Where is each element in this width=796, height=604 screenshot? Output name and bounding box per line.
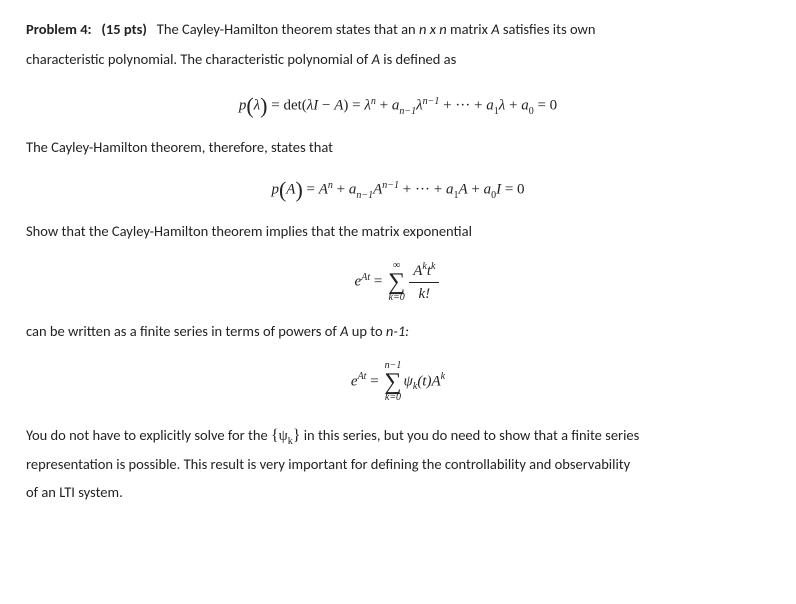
eq1-dots: + ··· + (439, 98, 486, 114)
eq2-plus1: + (333, 182, 349, 198)
equation-finite-series: eAt = n−1∑k=0ψk(t)Ak (26, 361, 770, 403)
eq4-psi: ψ (404, 373, 413, 389)
eq1-zero: = 0 (534, 98, 557, 114)
eq2-plus2: + (468, 182, 484, 198)
mid-text-2: Show that the Cayley-Hamilton theorem im… (26, 221, 770, 243)
eq1-lam2: λ (416, 98, 423, 114)
sum-symbol-2: n−1∑k=0 (384, 361, 401, 403)
eq1-det: det( (283, 98, 306, 114)
eq2-sub1: 1 (453, 190, 458, 201)
eq2-exp-n: n (328, 180, 333, 191)
eq2-p: p (271, 182, 279, 198)
eq2-An: A (319, 182, 328, 198)
eq3-k1: k (422, 261, 426, 272)
eq1-minus: − (318, 98, 334, 114)
eq1-plus1: + (376, 98, 392, 114)
eq3-den: k! (409, 283, 439, 303)
eq3-eq: = (370, 274, 386, 290)
matrix-A-2: A (372, 50, 380, 68)
eq4-t: (t) (417, 373, 431, 389)
problem-page: Problem 4: (15 pts) The Cayley-Hamilton … (0, 0, 796, 526)
final-paragraph: You do not have to explicitly solve for … (26, 421, 770, 506)
final-d: of an LTI system. (26, 483, 123, 501)
eq1-exp-n: n (371, 96, 376, 107)
eq2-sub0: 0 (491, 190, 496, 201)
sum-symbol: ∞∑k=0 (388, 261, 405, 303)
intro-text-5: is defined as (383, 50, 456, 68)
eq1-a3: a (521, 98, 529, 114)
eq4-k: k (413, 381, 417, 392)
eq1-a2: a (486, 98, 494, 114)
sigma-icon: ∑ (388, 271, 405, 293)
eq4-At: At (358, 371, 367, 382)
eq1-close: ) = (343, 98, 364, 114)
eq1-eq: = (267, 98, 283, 114)
equation-ch-matrix: p(A) = An + an−1An−1 + ··· + a1A + a0I =… (26, 177, 770, 203)
mid3-b: up to (352, 322, 383, 340)
eq1-plus2: + (505, 98, 521, 114)
eq2-zero: = 0 (501, 182, 524, 198)
eq3-A: A (413, 263, 422, 279)
intro-paragraph: Problem 4: (15 pts) The Cayley-Hamilton … (26, 14, 770, 75)
eq3-At: At (361, 272, 370, 283)
equation-char-poly: p(λ) = det(λI − A) = λn + an−1λn−1 + ···… (26, 93, 770, 119)
final-a: You do not have to explicitly solve for … (26, 426, 268, 444)
problem-label: Problem 4: (26, 20, 92, 38)
nxn: n x n (419, 20, 447, 38)
eq4-eq: = (366, 373, 382, 389)
final-c: representation is possible. This result … (26, 455, 630, 473)
eq4-A: A (431, 373, 440, 389)
intro-text-1: The Cayley-Hamilton theorem states that … (157, 20, 416, 38)
intro-text-4: characteristic polynomial. The character… (26, 50, 368, 68)
mid3-A: A (340, 322, 348, 340)
eq1-lam: λ (364, 98, 371, 114)
mid3-a: can be written as a finite series in ter… (26, 322, 337, 340)
eq1-sub-nm1: n−1 (399, 106, 416, 117)
eq1-sub1: 1 (494, 106, 499, 117)
eq1-sub0: 0 (529, 106, 534, 117)
eq2-sub-nm1: n−1 (356, 190, 373, 201)
final-k: k (288, 436, 293, 447)
eq2-dots: + ··· + (399, 182, 446, 198)
mid-text-3: can be written as a finite series in ter… (26, 321, 770, 343)
eq4-k2: k (441, 371, 445, 382)
eq2-exp-nm1: n−1 (382, 180, 399, 191)
eq4-e: e (351, 373, 358, 389)
eq3-k2: k (431, 261, 435, 272)
eq4-bot: k=0 (384, 393, 401, 403)
eq1-exp-nm1: n−1 (423, 96, 440, 107)
final-b: in this series, but you do need to show … (304, 426, 640, 444)
intro-text-3: satisfies its own (503, 20, 596, 38)
eq2-A2: A (373, 182, 382, 198)
eq3-frac: Aktkk! (409, 261, 439, 303)
brace-open: { (271, 427, 279, 444)
final-psi: ψ (279, 428, 288, 444)
eq2-A3: A (458, 182, 467, 198)
problem-points: (15 pts) (101, 20, 147, 38)
eq3-bot: k=0 (388, 293, 405, 303)
intro-text-2: matrix (450, 20, 488, 38)
mid3-c: n-1: (386, 322, 409, 340)
brace-close: } (293, 427, 301, 444)
matrix-A: A (491, 20, 499, 38)
eq2-eq: = (303, 182, 319, 198)
sigma-icon-2: ∑ (384, 371, 401, 393)
equation-exp-series: eAt = ∞∑k=0Aktkk! (26, 261, 770, 303)
mid-text-1: The Cayley-Hamilton theorem, therefore, … (26, 137, 770, 159)
eq2-a3: a (484, 182, 492, 198)
